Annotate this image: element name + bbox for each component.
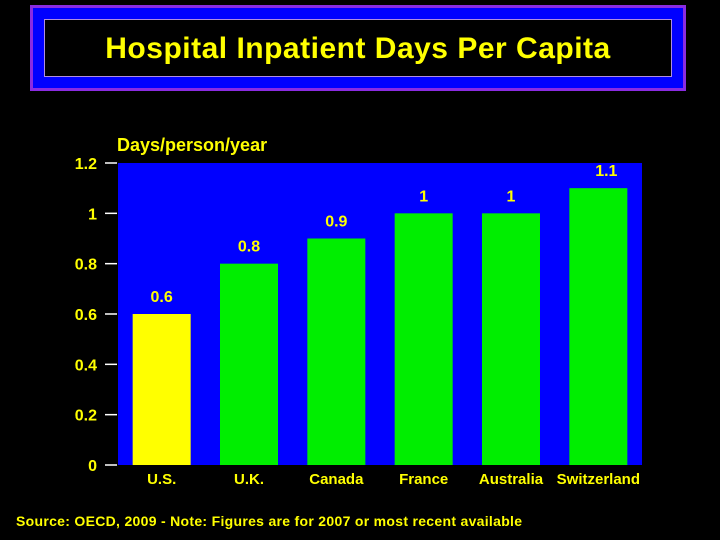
y-tick-label: 0.6	[75, 307, 97, 324]
x-tick-label: Switzerland	[557, 471, 640, 488]
y-tick-label: 0.4	[75, 357, 97, 374]
y-tick-label: 0.8	[75, 257, 97, 274]
title-frame: Hospital Inpatient Days Per Capita	[30, 5, 686, 91]
x-tick-label: U.S.	[147, 471, 176, 488]
bar-us	[132, 314, 191, 465]
source-note: Source: OECD, 2009 - Note: Figures are f…	[16, 513, 523, 529]
x-tick-label: France	[399, 471, 448, 488]
bar-value-label: 1	[419, 188, 428, 205]
x-tick-label: Australia	[479, 471, 544, 488]
title-panel: Hospital Inpatient Days Per Capita	[44, 19, 672, 77]
y-axis-label: Days/person/year	[117, 135, 267, 155]
y-tick-label: 0.2	[75, 408, 97, 425]
x-tick-label: U.K.	[234, 471, 264, 488]
bar-france	[394, 213, 453, 465]
bar-value-label: 0.9	[325, 214, 347, 231]
bar-canada	[307, 238, 366, 465]
chart-title: Hospital Inpatient Days Per Capita	[105, 32, 611, 65]
bar-switzerland	[569, 188, 628, 465]
bar-value-label: 0.8	[238, 239, 260, 256]
bar-uk	[220, 263, 278, 465]
y-tick-label: 1.2	[75, 156, 97, 173]
bar-australia	[482, 213, 540, 465]
bar-value-label: 0.6	[151, 289, 173, 306]
plot-area	[118, 163, 642, 465]
y-tick-label: 0	[88, 458, 97, 475]
bar-value-label: 1	[507, 188, 516, 205]
y-tick-label: 1	[88, 206, 97, 223]
x-tick-label: Canada	[309, 471, 364, 488]
bar-value-label: 1.1	[595, 163, 617, 180]
